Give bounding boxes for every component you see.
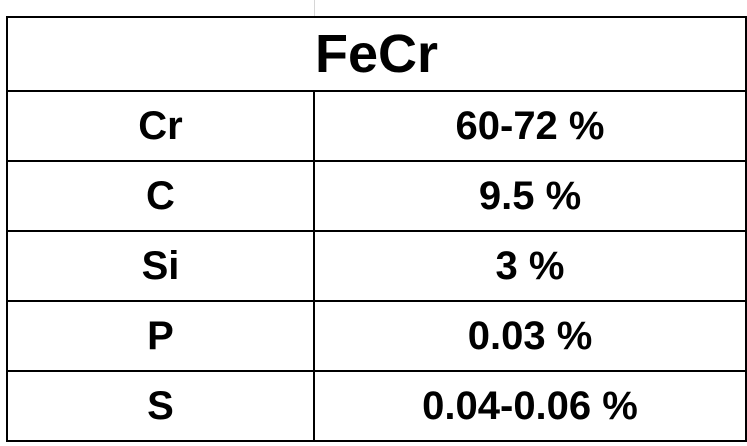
element-cell: Cr — [6, 90, 315, 162]
value-cell: 9.5 % — [313, 160, 747, 232]
element-cell: Si — [6, 230, 315, 302]
table-row: P 0.03 % — [6, 300, 747, 372]
value-cell: 3 % — [313, 230, 747, 302]
table-row: C 9.5 % — [6, 160, 747, 232]
table-row: Cr 60-72 % — [6, 90, 747, 162]
table-row: Si 3 % — [6, 230, 747, 302]
title-row: FeCr — [6, 16, 747, 92]
value-cell: 0.03 % — [313, 300, 747, 372]
value-cell: 60-72 % — [313, 90, 747, 162]
value-cell: 0.04-0.06 % — [313, 370, 747, 442]
element-cell: P — [6, 300, 315, 372]
table-row: S 0.04-0.06 % — [6, 370, 747, 442]
element-cell: S — [6, 370, 315, 442]
composition-table: FeCr Cr 60-72 % C 9.5 % Si 3 % P 0.03 % … — [6, 16, 747, 442]
element-cell: C — [6, 160, 315, 232]
spreadsheet-gridline — [314, 0, 315, 16]
table-title: FeCr — [6, 16, 747, 92]
